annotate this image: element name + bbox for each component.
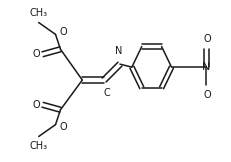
- Text: O: O: [203, 34, 210, 44]
- Text: CH₃: CH₃: [30, 141, 48, 151]
- Text: O: O: [32, 49, 40, 59]
- Text: CH₃: CH₃: [30, 8, 48, 17]
- Text: O: O: [203, 90, 210, 100]
- Text: O: O: [59, 122, 67, 132]
- Text: O: O: [59, 27, 67, 37]
- Text: O: O: [32, 100, 40, 110]
- Text: C: C: [103, 88, 110, 98]
- Text: N: N: [115, 46, 122, 56]
- Text: N: N: [201, 62, 210, 72]
